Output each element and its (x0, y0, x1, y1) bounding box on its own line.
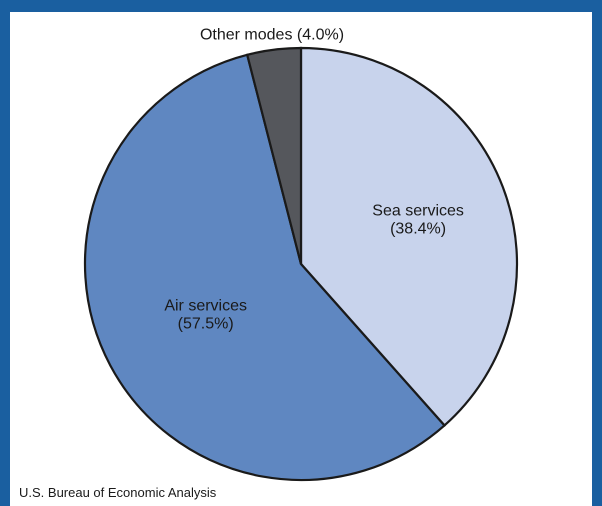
pie-slice-3 (245, 46, 303, 265)
chart-panel: Sea services (38.4%) Air services (57.5%) Ot… (10, 12, 592, 506)
source-note: U.S. Bureau of Economic Analysis (19, 485, 217, 500)
slice-value-label-2: (57.5%) (178, 316, 234, 333)
pie-slice-2 (83, 53, 447, 482)
slice-value-label-1: (38.4%) (390, 220, 446, 237)
pie-chart: Sea services(38.4%) Air services(57.5%) Ot… (83, 27, 519, 482)
slice-label-1: Sea services (372, 202, 464, 219)
pie-slice-1 (299, 46, 519, 428)
slice-label-3: Other modes (4.0%) (200, 27, 344, 44)
slice-label-2: Air services (164, 298, 247, 315)
